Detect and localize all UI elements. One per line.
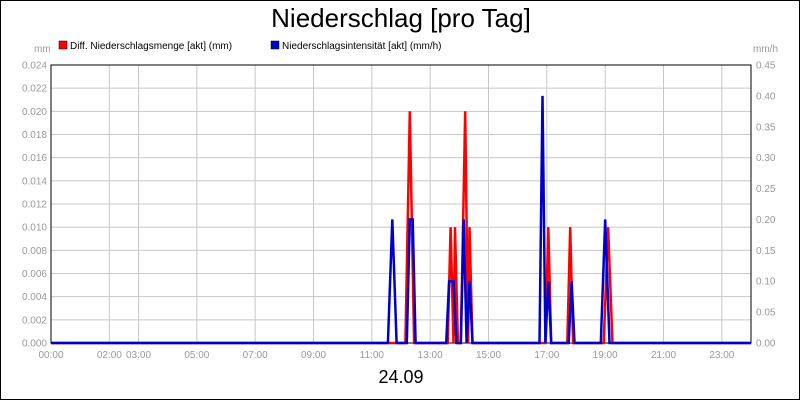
- left-tick-label: 0.004: [22, 292, 47, 303]
- x-tick-label: 21:00: [651, 350, 676, 361]
- right-tick-label: 0.40: [756, 91, 776, 102]
- x-tick-label: 13:00: [418, 350, 443, 361]
- left-axis-unit: mm: [34, 44, 51, 55]
- left-tick-label: 0.014: [22, 176, 47, 187]
- left-tick-label: 0.016: [22, 153, 47, 164]
- right-tick-label: 0.45: [756, 61, 776, 72]
- left-tick-label: 0.002: [22, 315, 47, 326]
- left-tick-label: 0.012: [22, 200, 47, 211]
- left-tick-label: 0.020: [22, 107, 47, 118]
- x-tick-label: 02:00: [97, 350, 122, 361]
- right-tick-label: 0.00: [756, 339, 776, 350]
- x-tick-label: 11:00: [360, 350, 385, 361]
- legend-label: Niederschlagsintensität [akt] (mm/h): [282, 41, 442, 52]
- x-tick-label: 03:00: [126, 350, 151, 361]
- right-tick-label: 0.15: [756, 246, 776, 257]
- x-tick-label: 19:00: [593, 350, 618, 361]
- x-tick-label: 09:00: [301, 350, 326, 361]
- right-tick-label: 0.20: [756, 215, 776, 226]
- date-label: 24.09: [378, 367, 424, 387]
- series-line: [51, 95, 751, 345]
- left-tick-label: 0.024: [22, 61, 47, 72]
- x-tick-label: 17:00: [534, 350, 559, 361]
- right-tick-label: 0.35: [756, 122, 776, 133]
- right-tick-label: 0.10: [756, 277, 776, 288]
- chart-title: Niederschlag [pro Tag]: [271, 3, 531, 33]
- x-tick-label: 05:00: [184, 350, 209, 361]
- left-tick-label: 0.008: [22, 246, 47, 257]
- x-tick-label: 15:00: [476, 350, 501, 361]
- right-tick-label: 0.25: [756, 184, 776, 195]
- right-axis-unit: mm/h: [753, 44, 778, 55]
- x-tick-label: 00:00: [38, 350, 63, 361]
- x-tick-label: 07:00: [243, 350, 268, 361]
- legend-swatch: [58, 40, 68, 50]
- right-tick-label: 0.30: [756, 153, 776, 164]
- right-tick-label: 0.05: [756, 308, 776, 319]
- legend-label: Diff. Niederschlagsmenge [akt] (mm): [70, 41, 232, 52]
- left-tick-label: 0.010: [22, 223, 47, 234]
- x-tick-label: 23:00: [709, 350, 734, 361]
- left-tick-label: 0.018: [22, 130, 47, 141]
- legend-swatch: [270, 40, 280, 50]
- left-tick-label: 0.006: [22, 269, 47, 280]
- left-tick-label: 0.000: [22, 339, 47, 350]
- left-tick-label: 0.022: [22, 84, 47, 95]
